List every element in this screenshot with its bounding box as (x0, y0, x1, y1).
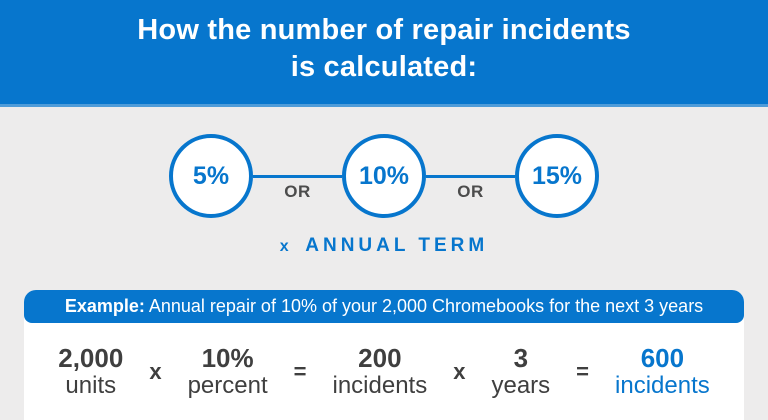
calc-label: years (491, 372, 551, 399)
calc-term-result: 600 incidents (615, 344, 710, 400)
multiply-prefix: x (279, 238, 293, 255)
page-title-line-2: is calculated: (290, 51, 478, 83)
connector-line: OR (426, 174, 515, 201)
calc-term-units: 2,000 units (58, 344, 123, 400)
calc-label: percent (187, 372, 268, 399)
calc-value: 600 (640, 343, 685, 373)
example-banner-bold: Example: (64, 296, 145, 316)
percentage-circle-10: 10% (342, 134, 426, 218)
calc-label: incidents (332, 372, 428, 399)
connector-line: OR (253, 174, 342, 201)
header-bar: How the number of repair incidents is ca… (0, 0, 768, 107)
percentage-circles-row: 5% OR 10% OR 15% (0, 134, 768, 218)
percentage-circle-15: 15% (515, 134, 599, 218)
calc-value: 10% (201, 343, 254, 373)
calc-operator-equals: = (293, 359, 307, 384)
calc-term-percent: 10% percent (188, 344, 268, 400)
or-label: OR (457, 181, 484, 201)
options-section: 5% OR 10% OR 15% x ANNUAL TERM (0, 110, 768, 257)
percentage-circle-5: 5% (169, 134, 253, 218)
percentage-label: 10% (358, 161, 410, 190)
percentage-label: 15% (531, 161, 583, 190)
example-card: Example: Annual repair of 10% of your 2,… (24, 290, 744, 420)
or-label: OR (284, 181, 311, 201)
calc-operator-equals: = (576, 359, 590, 384)
page-title-line-1: How the number of repair incidents (137, 14, 631, 46)
calc-value: 3 (513, 343, 529, 373)
calc-value: 2,000 (58, 343, 124, 373)
calc-value: 200 (358, 343, 402, 373)
calc-label: units (65, 372, 117, 399)
calculation-row: 2,000 units x 10% percent = 200 incident… (24, 344, 744, 400)
percentage-label: 5% (192, 161, 230, 190)
calc-operator-multiply: x (149, 359, 162, 384)
example-banner: Example: Annual repair of 10% of your 2,… (24, 290, 744, 323)
calc-operator-multiply: x (453, 359, 466, 384)
calc-label: incidents (615, 372, 710, 399)
annual-term-caption: x ANNUAL TERM (0, 235, 768, 257)
calc-term-incidents: 200 incidents (332, 344, 427, 400)
annual-term-label: ANNUAL TERM (305, 235, 489, 256)
calc-term-years: 3 years (491, 344, 550, 400)
example-banner-text: Annual repair of 10% of your 2,000 Chrom… (144, 296, 704, 316)
